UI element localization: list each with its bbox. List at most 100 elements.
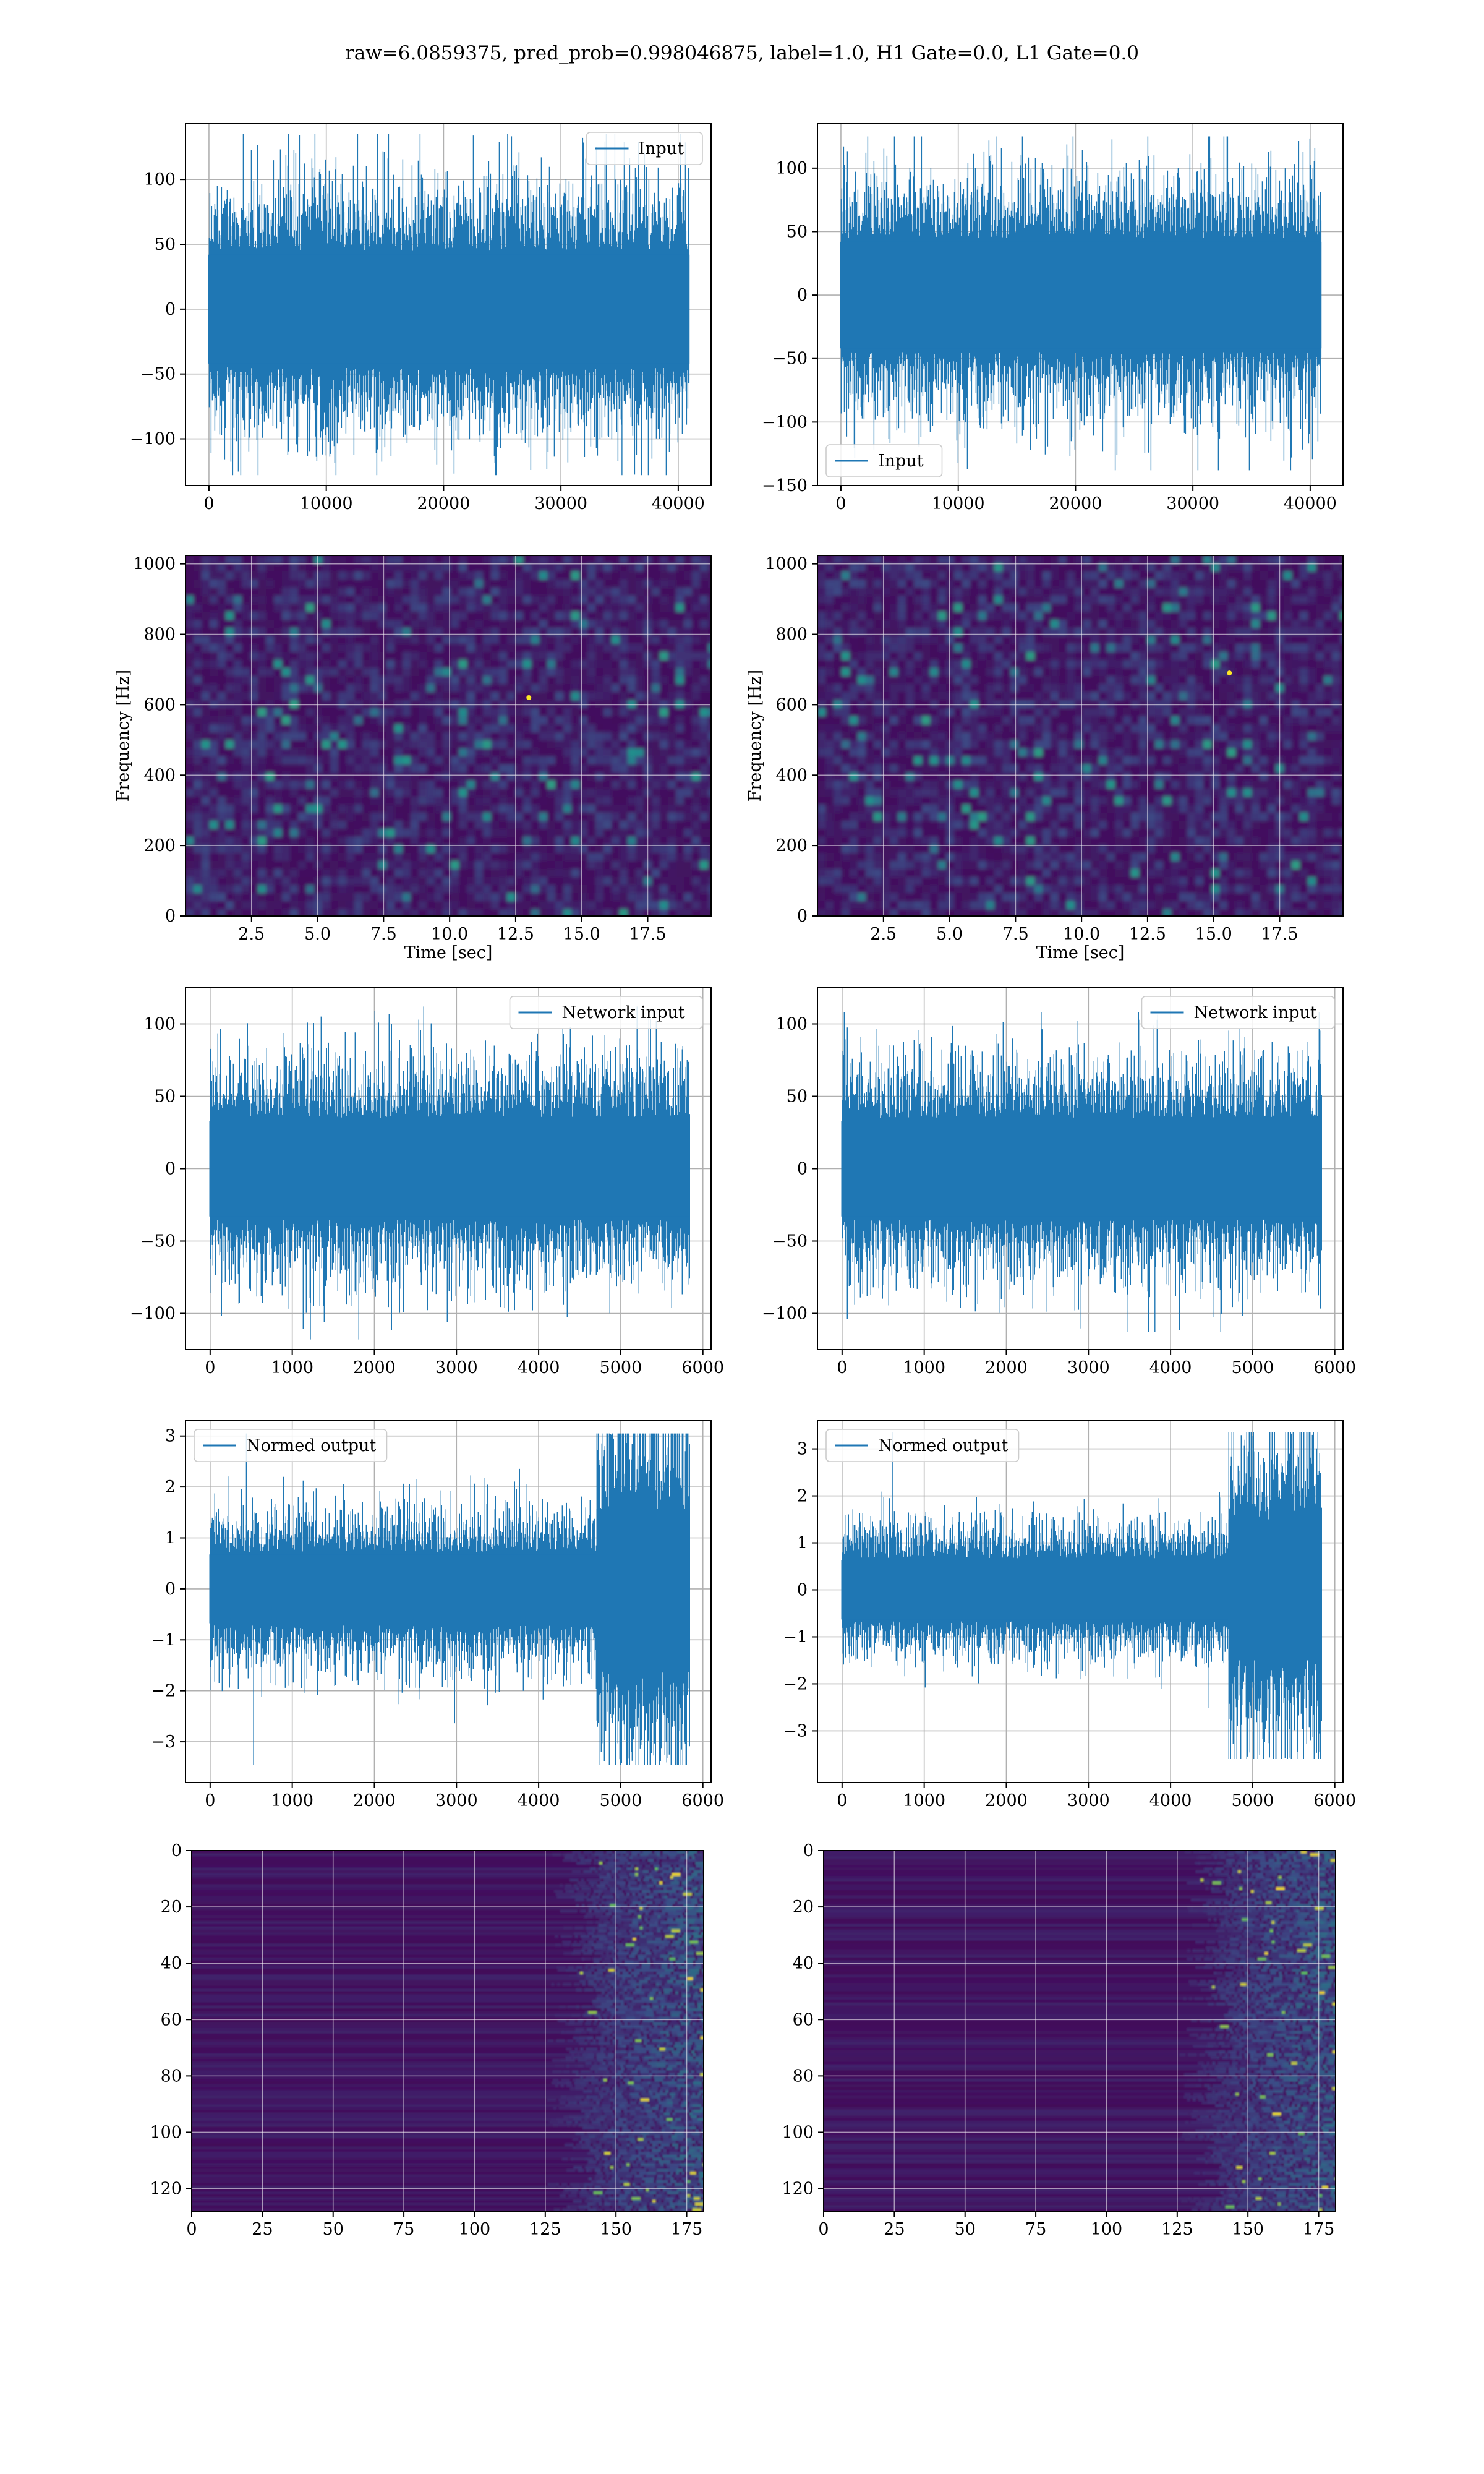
l1-normed-output-ytick-label: 1	[797, 1534, 808, 1553]
l1-feature-map-ytick-label: 40	[793, 1954, 814, 1973]
l1-normed-output-frame	[817, 1420, 1344, 1783]
h1-normed-output-legend: Normed output	[194, 1429, 388, 1462]
l1-feature-map-xtick-label: 50	[955, 2220, 976, 2239]
h1-network-input-ytick-label: −50	[140, 1232, 176, 1251]
h1-network-input-legend-label: Network input	[562, 1003, 685, 1022]
h1-network-input-ytick-label: −100	[130, 1304, 176, 1324]
h1-normed-output-panel: 0 1000 2000 3000 4000 5000 6000 −3 −2 −1 0 1 2 3 Norme…	[151, 1420, 724, 1810]
l1-spectrogram-xtick-label: 7.5	[1002, 925, 1029, 944]
l1-feature-map-ytick-label: 60	[793, 2010, 814, 2029]
h1-feature-map-xtick-label: 150	[600, 2220, 632, 2239]
h1-feature-map-panel: 0 25 50 75 100 125 150 175 0 20 40 60 80 100 120	[150, 1841, 704, 2239]
l1-normed-output-xtick-label: 6000	[1313, 1791, 1356, 1810]
l1-spectrogram-xtick-label: 17.5	[1261, 925, 1298, 944]
l1-normed-output-legend: Normed output	[825, 1429, 1020, 1462]
h1-network-input-xtick-label: 3000	[435, 1358, 478, 1377]
l1-normed-output-series-core	[841, 1519, 1322, 1661]
h1-normed-output-xtick-label: 2000	[353, 1791, 396, 1810]
h1-spectrogram-ytick-label: 800	[143, 625, 176, 644]
l1-feature-map-image	[824, 1851, 1336, 2211]
h1-input-panel: 0 10000 20000 30000 40000 −100 −50 0 50 100 Input	[130, 123, 712, 513]
h1-network-input-ytick-label: 0	[165, 1160, 176, 1179]
l1-spectrogram-panel: 2.5 5.0 7.5 10.0 12.5 15.0 17.5 0 200 400 600 800 10…	[746, 555, 1344, 962]
h1-spectrogram-xtick-label: 17.5	[629, 925, 666, 944]
h1-spectrogram-panel: 2.5 5.0 7.5 10.0 12.5 15.0 17.5 0 200 400 600 800 10…	[114, 555, 712, 962]
h1-feature-map-xtick-label: 25	[252, 2220, 273, 2239]
l1-feature-map-ytick-label: 80	[793, 2066, 814, 2086]
h1-feature-map-ytick-label: 100	[150, 2123, 182, 2142]
l1-input-ytick-label: −150	[762, 476, 808, 495]
h1-network-input-panel: 0 1000 2000 3000 4000 5000 6000 −100 −50 0 50 100 Ne…	[130, 987, 724, 1377]
h1-input-xtick-label: 40000	[652, 494, 705, 513]
h1-feature-map-xtick-label: 100	[459, 2220, 491, 2239]
l1-input-legend: Input	[825, 444, 943, 477]
h1-feature-map-ytick-label: 60	[161, 2010, 182, 2029]
l1-spectrogram-ytick-label: 400	[775, 766, 808, 785]
l1-network-input-series-core	[841, 1121, 1322, 1217]
l1-spectrogram-image	[817, 555, 1343, 916]
h1-input-legend: Input	[586, 132, 703, 165]
h1-spectrogram-xtick-label: 12.5	[497, 925, 534, 944]
l1-spectrogram-ytick-label: 200	[775, 836, 808, 855]
l1-input-ytick-label: −50	[772, 349, 808, 369]
h1-feature-map-xtick-label: 75	[393, 2220, 414, 2239]
h1-spectrogram-image	[186, 555, 711, 916]
h1-spectrogram-xtick-label: 15.0	[563, 925, 600, 944]
l1-network-input-panel: 0 1000 2000 3000 4000 5000 6000 −100 −50 0 50 100 Ne…	[762, 987, 1356, 1377]
h1-feature-map-ytick-label: 40	[161, 1954, 182, 1973]
l1-network-input-ytick-label: −100	[762, 1304, 808, 1324]
h1-feature-map-xtick-label: 125	[529, 2220, 561, 2239]
l1-input-xtick-label: 20000	[1049, 494, 1102, 513]
h1-spectrogram-xtick-label: 10.0	[431, 925, 468, 944]
l1-input-xtick-label: 10000	[932, 494, 985, 513]
h1-network-input-ytick-label: 50	[155, 1087, 176, 1106]
h1-normed-output-series-core	[209, 1509, 690, 1669]
h1-network-input-xtick-label: 0	[205, 1358, 215, 1377]
l1-network-input-xtick-label: 1000	[903, 1358, 945, 1377]
l1-normed-output-ytick-label: −3	[783, 1721, 808, 1740]
l1-spectrogram-xlabel: Time [sec]	[1036, 943, 1125, 962]
l1-feature-map-ytick-label: 100	[782, 2123, 814, 2142]
l1-spectrogram-ytick-label: 800	[775, 625, 808, 644]
h1-feature-map-xtick-label: 175	[671, 2220, 703, 2239]
l1-normed-output-ytick-label: 2	[797, 1487, 808, 1506]
l1-spectrogram-xtick-label: 12.5	[1129, 925, 1166, 944]
h1-normed-output-ytick-label: −3	[151, 1732, 176, 1752]
h1-spectrogram-ytick-label: 200	[143, 836, 176, 855]
l1-network-input-legend-label: Network input	[1194, 1003, 1317, 1022]
h1-spectrogram-xtick-label: 5.0	[304, 925, 331, 944]
l1-feature-map-xtick-label: 0	[818, 2220, 829, 2239]
h1-input-ytick-label: 100	[143, 170, 176, 189]
l1-spectrogram-peak-point	[1227, 670, 1232, 676]
l1-feature-map-xtick-label: 25	[884, 2220, 905, 2239]
l1-spectrogram-ytick-label: 0	[797, 907, 808, 926]
h1-input-legend-label: Input	[639, 139, 684, 158]
h1-normed-output-frame	[185, 1420, 712, 1783]
l1-network-input-xtick-label: 0	[837, 1358, 847, 1377]
h1-input-xtick-label: 30000	[534, 494, 587, 513]
h1-normed-output-ytick-label: −2	[151, 1682, 176, 1701]
h1-network-input-frame	[185, 987, 712, 1350]
h1-network-input-xtick-label: 4000	[518, 1358, 560, 1377]
l1-normed-output-xtick-label: 4000	[1149, 1791, 1192, 1810]
h1-normed-output-xtick-label: 1000	[271, 1791, 313, 1810]
figure-title: raw=6.0859375, pred_prob=0.998046875, la…	[344, 42, 1140, 64]
l1-input-xtick-label: 30000	[1166, 494, 1219, 513]
l1-feature-map-xtick-label: 150	[1232, 2220, 1264, 2239]
h1-normed-output-ytick-label: 1	[165, 1529, 176, 1548]
l1-network-input-xtick-label: 4000	[1149, 1358, 1192, 1377]
l1-feature-map-ytick-label: 20	[793, 1898, 814, 1917]
l1-normed-output-xtick-label: 5000	[1232, 1791, 1274, 1810]
l1-spectrogram-ylabel: Frequency [Hz]	[746, 670, 765, 802]
h1-feature-map-ytick-label: 20	[161, 1898, 182, 1917]
l1-spectrogram-xtick-label: 10.0	[1063, 925, 1100, 944]
l1-spectrogram-ytick-label: 1000	[765, 555, 808, 574]
l1-network-input-ytick-label: 0	[797, 1160, 808, 1179]
h1-feature-map-ytick-label: 0	[171, 1841, 182, 1860]
h1-normed-output-ytick-label: 3	[165, 1427, 176, 1446]
l1-normed-output-legend-label: Normed output	[878, 1436, 1008, 1455]
l1-network-input-xtick-label: 3000	[1067, 1358, 1110, 1377]
l1-spectrogram-xtick-label: 2.5	[870, 925, 897, 944]
h1-feature-map-ytick-label: 120	[150, 2180, 182, 2199]
